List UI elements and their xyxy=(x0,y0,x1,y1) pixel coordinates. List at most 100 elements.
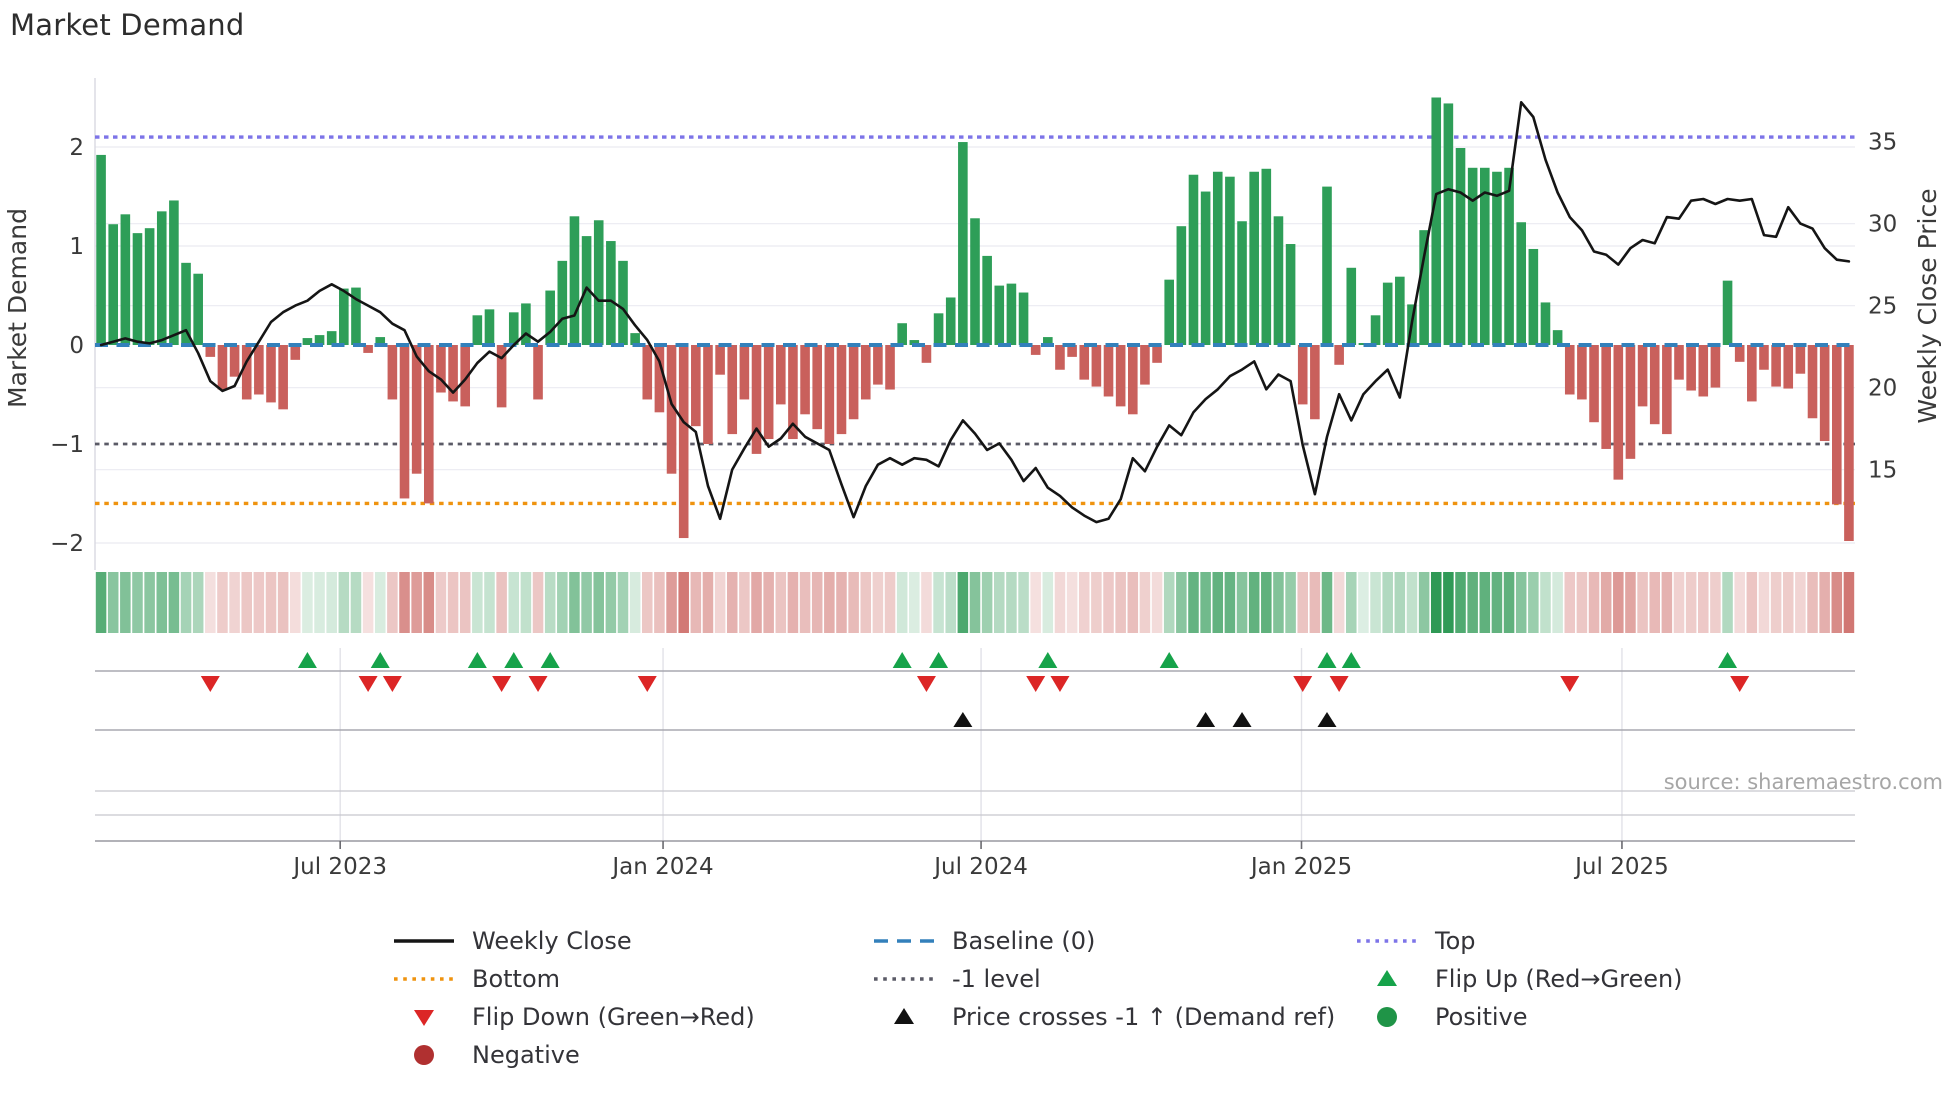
demand-bar-positive xyxy=(302,338,313,345)
flip-down-triangle-icon xyxy=(1026,676,1046,692)
heatmap-cell xyxy=(362,572,374,633)
demand-bars-layer xyxy=(96,97,1854,542)
demand-bar-positive xyxy=(1552,330,1563,345)
dotted-line-swatch-icon xyxy=(394,977,454,981)
flip-up-triangle-icon xyxy=(1159,652,1179,668)
heatmap-cell xyxy=(1685,572,1697,633)
flip-down-triangle-icon xyxy=(492,676,512,692)
heatmap-cell xyxy=(642,572,653,633)
demand-bar-positive xyxy=(132,233,143,345)
heatmap-cell xyxy=(1066,572,1078,633)
flip-down-triangle-icon xyxy=(916,676,936,692)
legend-label: Price crosses -1 ↑ (Demand ref) xyxy=(952,1003,1336,1031)
heatmap-cell xyxy=(1819,572,1830,633)
demand-bar-negative xyxy=(1127,345,1138,415)
demand-bar-negative xyxy=(1698,345,1709,397)
heatmap-cell xyxy=(690,572,702,633)
heatmap-cell xyxy=(544,572,556,633)
heatmap-cell xyxy=(1528,572,1539,633)
legend-item: Flip Up (Red→Green) xyxy=(1355,964,1683,994)
heatmap-cell xyxy=(933,572,944,633)
left-axis-tick: 0 xyxy=(69,333,84,359)
demand-bar-negative xyxy=(1771,345,1781,387)
heatmap-cell xyxy=(1212,572,1224,633)
left-axis-tick: 1 xyxy=(69,234,84,260)
price-cross-triangle-icon xyxy=(1196,712,1216,727)
demand-bar-negative xyxy=(1747,345,1757,402)
heatmap-cell xyxy=(1346,572,1357,633)
demand-bar-negative xyxy=(751,345,762,454)
demand-bar-negative xyxy=(666,345,677,474)
demand-bar-positive xyxy=(958,142,968,345)
demand-bar-negative xyxy=(217,345,228,390)
demand-bar-negative xyxy=(436,345,446,393)
heatmap-cell xyxy=(1430,572,1442,633)
heatmap-cell xyxy=(1710,572,1721,633)
demand-bar-positive xyxy=(1285,244,1296,345)
demand-bar-negative xyxy=(727,345,738,435)
heatmap-cell xyxy=(1200,572,1211,633)
flip-down-triangle-icon xyxy=(637,676,657,692)
heatmap-cell xyxy=(1637,572,1648,633)
right-axis-title: Weekly Close Price xyxy=(1913,188,1942,423)
demand-bar-negative xyxy=(885,345,895,390)
demand-bar-negative xyxy=(399,345,410,499)
heatmap-cell xyxy=(1054,572,1066,633)
demand-bar-negative xyxy=(1310,345,1320,420)
demand-bar-positive xyxy=(1043,337,1053,345)
demand-bar-negative xyxy=(921,345,932,363)
heatmap-cell xyxy=(472,572,483,633)
demand-bar-negative xyxy=(1055,345,1065,370)
heatmap-cell xyxy=(435,572,447,633)
legend-item: Price crosses -1 ↑ (Demand ref) xyxy=(872,1002,1335,1032)
demand-bar-positive xyxy=(1225,176,1235,345)
demand-bar-positive xyxy=(1018,292,1029,345)
market-demand-chart: 2 1 0 −1 −2 35 30 25 20 15 Market Demand Weekly Clo… xyxy=(3,78,1943,880)
demand-bar-negative xyxy=(691,345,701,427)
heatmap-cell xyxy=(95,572,107,633)
demand-bar-negative xyxy=(1844,345,1854,542)
heatmap-cell xyxy=(1661,572,1673,633)
heatmap-cell xyxy=(1782,572,1794,633)
legend-swatch xyxy=(392,1042,456,1068)
heatmap-cell xyxy=(1418,572,1430,633)
heatmap-cell xyxy=(1843,572,1855,633)
heatmap-cell xyxy=(629,572,641,633)
demand-bar-positive xyxy=(1273,216,1284,345)
heatmap-cell xyxy=(1163,572,1175,633)
legend-swatch xyxy=(872,928,936,954)
flip-down-triangle-icon xyxy=(1560,676,1580,692)
demand-bar-positive xyxy=(1540,302,1551,345)
demand-bar-positive xyxy=(351,287,361,345)
heatmap-cell xyxy=(302,572,313,633)
demand-bar-positive xyxy=(1395,276,1405,345)
source-note: source: sharemaestro.com xyxy=(1664,770,1943,794)
heatmap-cell xyxy=(1139,572,1151,633)
heatmap-cell xyxy=(484,572,495,633)
demand-bar-negative xyxy=(1637,345,1648,407)
heatmap-cell xyxy=(350,572,362,633)
demand-bar-positive xyxy=(1443,103,1454,345)
price-cross-triangle-icon xyxy=(1317,712,1337,727)
heatmap-cell xyxy=(1746,572,1758,633)
heatmap-cell xyxy=(168,572,180,633)
heatmap-cell xyxy=(1758,572,1770,633)
flip-up-triangle-icon xyxy=(1317,652,1337,668)
heatmap-cell xyxy=(678,572,689,633)
x-axis-tick-label: Jan 2025 xyxy=(1249,854,1352,880)
flip-down-triangle-icon xyxy=(528,676,548,692)
heatmap-cell xyxy=(1503,572,1515,633)
panel-date-gridlines xyxy=(339,648,1623,841)
heatmap-cell xyxy=(1491,572,1503,633)
heatmap-cell xyxy=(192,572,204,633)
legend-item: Bottom xyxy=(392,964,560,994)
demand-bar-negative xyxy=(715,345,725,375)
heatmap-cell xyxy=(532,572,544,633)
demand-bar-positive xyxy=(1370,315,1381,345)
dotted-line-swatch-icon xyxy=(1357,939,1417,943)
heatmap-cell xyxy=(775,572,787,633)
demand-bar-negative xyxy=(205,345,216,357)
legend-swatch xyxy=(872,966,936,992)
flip-up-triangle-icon xyxy=(370,652,390,668)
heatmap-cell xyxy=(957,572,969,633)
